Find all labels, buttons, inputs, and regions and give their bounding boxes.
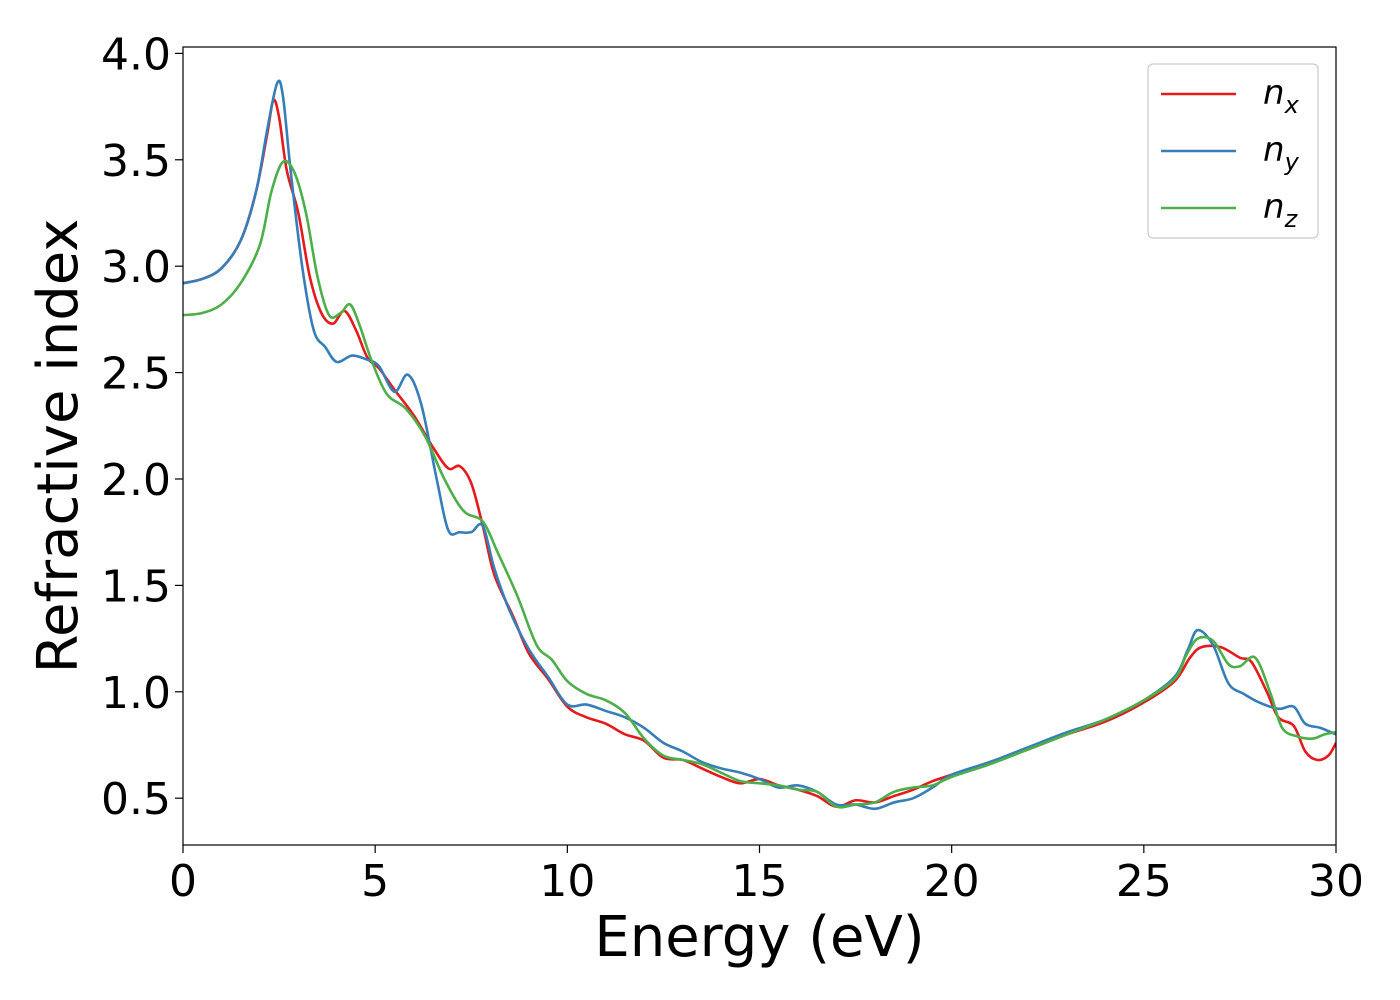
y-tick-label: 1.5	[101, 561, 171, 612]
x-axis-label: Energy (eV)	[594, 905, 924, 970]
series-layer	[183, 79, 1336, 811]
y-axis: 0.5 1.0 1.5 2.0 2.5 3.0 3.5 4.0	[101, 29, 183, 825]
series-line-nz	[183, 159, 1336, 809]
y-tick-label: 4.0	[101, 29, 171, 80]
y-axis-label: Refractive index	[26, 219, 91, 674]
x-tick-label: 10	[539, 856, 595, 907]
y-tick-label: 2.5	[101, 349, 171, 400]
legend-label-nz: nz	[1263, 187, 1299, 233]
legend-label-ny: ny	[1263, 130, 1300, 176]
y-tick-label: 3.5	[101, 136, 171, 187]
x-tick-label: 15	[732, 856, 788, 907]
y-tick-label: 1.0	[101, 668, 171, 719]
legend: nx ny nz	[1147, 63, 1319, 239]
y-tick-label: 2.0	[101, 455, 171, 506]
y-tick-label: 0.5	[101, 774, 171, 825]
x-tick-label: 0	[169, 856, 197, 907]
x-axis: 0 5 10 15 20 25 30	[169, 845, 1364, 907]
x-tick-label: 5	[361, 856, 389, 907]
series-line-ny	[183, 79, 1336, 811]
y-tick-label: 3.0	[101, 242, 171, 293]
x-tick-label: 30	[1308, 856, 1364, 907]
legend-label-nx: nx	[1263, 73, 1300, 119]
series-line-nx	[183, 98, 1336, 809]
x-tick-label: 20	[924, 856, 980, 907]
x-tick-label: 25	[1116, 856, 1172, 907]
